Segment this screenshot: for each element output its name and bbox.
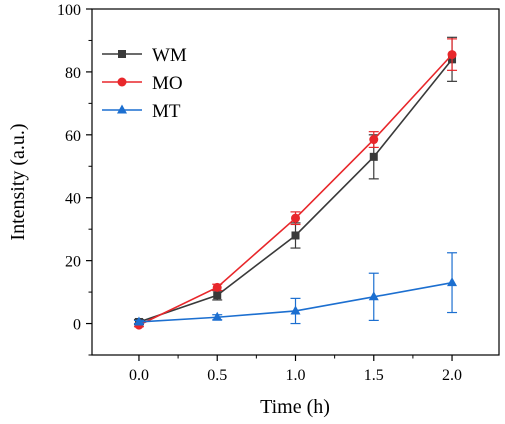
x-tick-label: 0.0 bbox=[129, 367, 149, 384]
y-tick-label: 100 bbox=[57, 2, 81, 19]
data-point bbox=[369, 152, 378, 161]
data-point bbox=[290, 305, 301, 315]
x-tick-label: 1.5 bbox=[364, 367, 384, 384]
data-point bbox=[213, 291, 222, 300]
legend-label: WM bbox=[152, 45, 187, 66]
series-line bbox=[138, 54, 453, 326]
legend-item-wm: WM bbox=[102, 45, 187, 66]
data-point bbox=[369, 135, 379, 145]
y-axis: 0 20 40 60 80 100 bbox=[57, 2, 92, 356]
legend-label: MT bbox=[152, 101, 181, 122]
data-point bbox=[447, 277, 458, 287]
data-point bbox=[212, 311, 223, 321]
series-layer bbox=[133, 36, 458, 330]
x-tick-label: 2.0 bbox=[442, 367, 462, 384]
y-tick-label: 20 bbox=[65, 254, 81, 271]
y-tick-label: 40 bbox=[65, 191, 81, 208]
y-tick-label: 60 bbox=[65, 128, 81, 145]
x-axis: 0.0 0.5 1.0 1.5 2.0 bbox=[129, 355, 462, 384]
data-point bbox=[447, 50, 457, 60]
x-tick-label: 0.5 bbox=[207, 367, 227, 384]
x-axis-title: Time (h) bbox=[260, 396, 330, 418]
legend-item-mt: MT bbox=[102, 101, 181, 122]
x-tick-label: 1.0 bbox=[286, 367, 306, 384]
legend-marker bbox=[117, 77, 127, 87]
data-point bbox=[368, 291, 379, 301]
data-point bbox=[212, 282, 222, 292]
y-tick-label: 0 bbox=[73, 317, 81, 334]
series-line bbox=[138, 58, 453, 323]
y-tick-label: 80 bbox=[65, 65, 81, 82]
legend-label: MO bbox=[152, 73, 183, 94]
legend-marker bbox=[118, 50, 126, 58]
data-point bbox=[291, 231, 300, 240]
y-axis-title: Intensity (a.u.) bbox=[7, 123, 29, 240]
data-point bbox=[291, 213, 300, 223]
series-mt bbox=[133, 252, 458, 326]
legend: WM MO MT bbox=[102, 45, 187, 122]
legend-item-mo: MO bbox=[102, 73, 183, 94]
data-point bbox=[133, 316, 144, 326]
legend-marker bbox=[117, 104, 127, 114]
